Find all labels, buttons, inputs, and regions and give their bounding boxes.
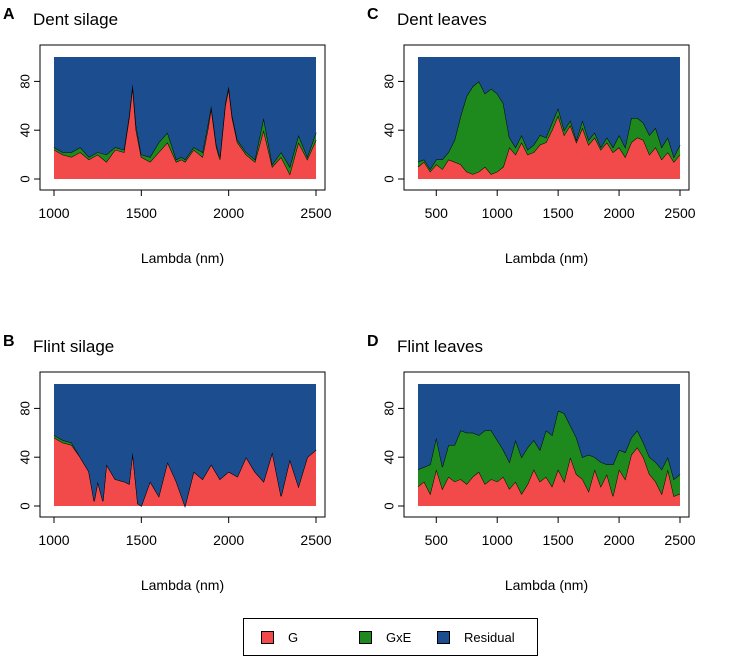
legend: G GxE Residual [243, 618, 538, 656]
panel-d: D Flint leaves 500 1000 1500 2000 2500 Lambda (… [367, 333, 696, 593]
area-residual [418, 57, 680, 170]
area-gxe [54, 83, 316, 175]
x-tick-label: 1000 [482, 205, 513, 221]
panel-title: Flint silage [33, 337, 114, 356]
legend-item-residual: Residual [437, 619, 515, 655]
panel-a: A Dent silage 1000 1500 2000 2500 Lambda (nm) 0… [3, 6, 332, 266]
x-tick-label: 2500 [300, 532, 331, 548]
y-tick-label: 80 [17, 401, 32, 415]
x-tick-label: 500 [425, 205, 449, 221]
y-tick-label: 80 [381, 74, 396, 88]
x-axis-title: Lambda (nm) [505, 577, 588, 593]
area-g [418, 115, 680, 179]
x-tick-label: 2000 [603, 205, 634, 221]
panel-letter: C [367, 6, 379, 23]
area-g [54, 86, 316, 179]
x-tick-label: 2000 [213, 532, 244, 548]
x-tick-label: 2000 [213, 205, 244, 221]
x-tick-label: 1000 [482, 532, 513, 548]
x-tick-label: 1500 [543, 532, 574, 548]
y-tick-label: 40 [381, 450, 396, 464]
y-tick-label: 80 [17, 74, 32, 88]
x-tick-label: 2000 [603, 532, 634, 548]
x-tick-label: 2500 [300, 205, 331, 221]
panel-letter: D [367, 333, 379, 350]
y-tick-label: 80 [381, 401, 396, 415]
legend-label-residual: Residual [464, 629, 515, 645]
area-residual [418, 384, 680, 480]
panel-title: Flint leaves [397, 337, 483, 356]
x-tick-label: 500 [425, 532, 449, 548]
legend-item-gxe: GxE [359, 619, 411, 655]
y-tick-label: 40 [17, 123, 32, 137]
panel-title: Dent leaves [397, 10, 487, 29]
x-tick-label: 1500 [126, 532, 157, 548]
y-tick-label: 0 [381, 175, 396, 182]
x-tick-label: 1000 [38, 532, 69, 548]
x-tick-label: 1500 [543, 205, 574, 221]
legend-swatch-residual [437, 630, 450, 644]
legend-swatch-g [261, 630, 274, 644]
y-tick-label: 0 [17, 502, 32, 509]
area-gxe [418, 81, 680, 175]
legend-label-gxe: GxE [386, 629, 412, 645]
panel-title: Dent silage [33, 10, 118, 29]
legend-label-g: G [288, 629, 299, 645]
y-tick-label: 40 [17, 450, 32, 464]
panel-letter: B [3, 333, 15, 350]
x-axis-title: Lambda (nm) [141, 250, 224, 266]
x-axis-title: Lambda (nm) [505, 250, 588, 266]
panel-letter: A [3, 6, 15, 23]
x-tick-label: 1500 [126, 205, 157, 221]
legend-swatch-gxe [359, 630, 372, 644]
area-residual [54, 57, 316, 167]
y-tick-label: 40 [381, 123, 396, 137]
x-tick-label: 1000 [38, 205, 69, 221]
y-tick-label: 0 [17, 175, 32, 182]
boundary-gxe [417, 410, 681, 481]
area-g [54, 437, 316, 506]
panel-b: B Flint silage 1000 1500 2000 2500 Lambda (nm)… [3, 333, 332, 593]
x-tick-label: 2500 [664, 532, 695, 548]
x-tick-label: 2500 [664, 205, 695, 221]
legend-item-g: G [261, 619, 298, 655]
area-residual [54, 384, 316, 506]
y-tick-label: 0 [381, 502, 396, 509]
panel-c: C Dent leaves 500 1000 1500 2000 2500 Lambda (n… [367, 6, 696, 266]
x-axis-title: Lambda (nm) [141, 577, 224, 593]
